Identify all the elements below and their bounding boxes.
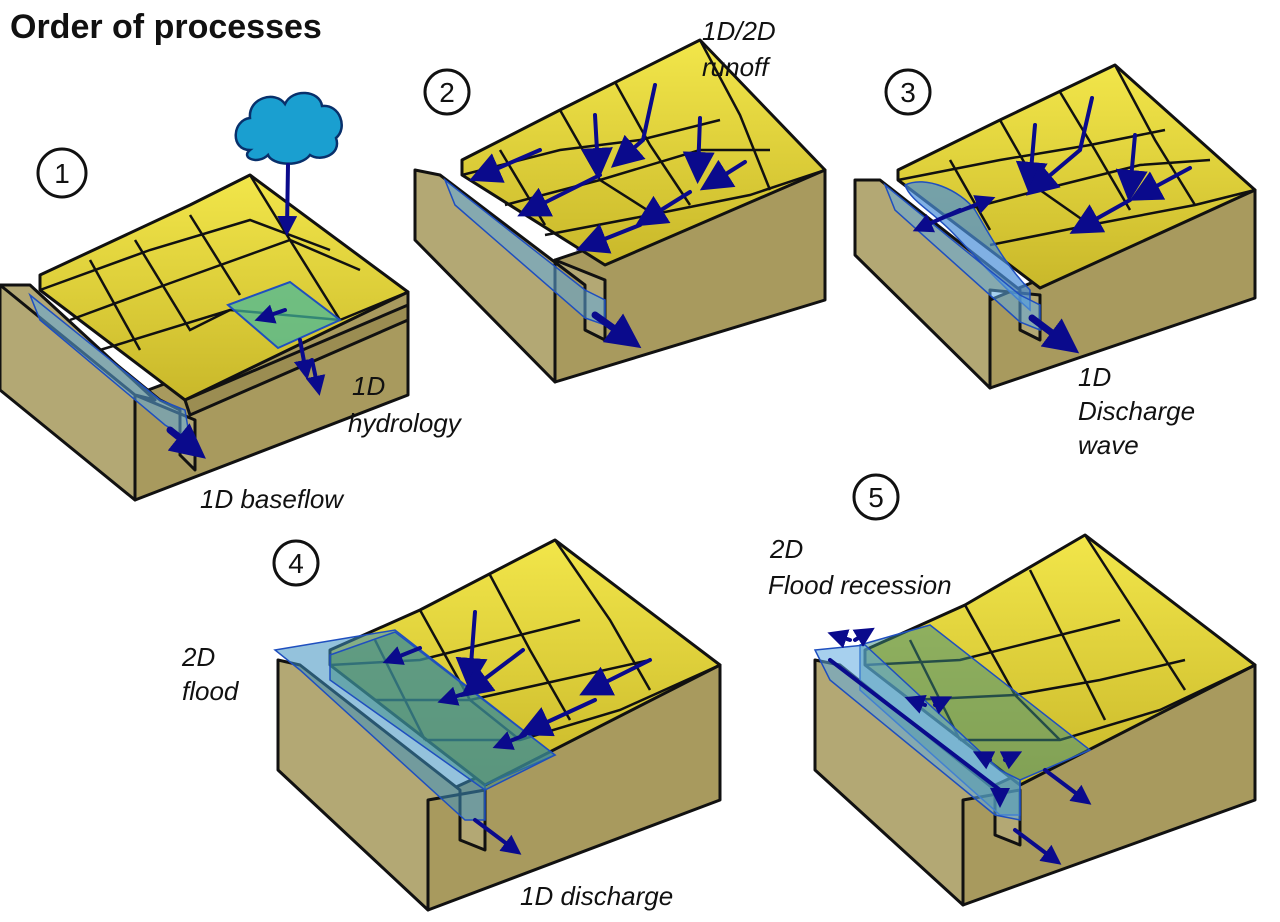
step-1-number: 1: [54, 158, 70, 189]
block-2: 2 1D/2D runoff: [413, 16, 827, 384]
step-1-label-1d: 1D: [352, 371, 385, 401]
step-4-label-flood: flood: [182, 676, 240, 706]
cloud-icon: [234, 91, 343, 165]
step-4-number: 4: [288, 548, 304, 579]
step-5-number: 5: [868, 482, 884, 513]
step-4-label-2d: 2D: [181, 642, 215, 672]
step-1-label-baseflow: 1D baseflow: [200, 484, 345, 514]
block-4: 4 2D flood 1D discharge: [181, 538, 722, 912]
step-2-number: 2: [439, 77, 455, 108]
step-3-label-1d: 1D: [1078, 362, 1111, 392]
step-2-label-runoff: runoff: [702, 52, 771, 82]
block-1: 1 1D baseflow 1D hydrology: [0, 91, 463, 514]
block-3: 3 1D Discharge wave: [853, 63, 1257, 460]
step-1-label-hydrology: hydrology: [348, 408, 463, 438]
step-4-label-1d-discharge: 1D discharge: [520, 881, 673, 911]
step-5-label-2d: 2D: [769, 534, 803, 564]
diagram-title: Order of processes: [10, 8, 322, 46]
step-2-label-1d2d: 1D/2D: [702, 16, 776, 46]
step-5-label-flood-recession: Flood recession: [768, 570, 952, 600]
step-3-label-wave: wave: [1078, 430, 1139, 460]
step-3-label-discharge: Discharge: [1078, 396, 1195, 426]
step-3-number: 3: [900, 77, 916, 108]
block-5: 5 2D Flood recession: [768, 473, 1257, 907]
